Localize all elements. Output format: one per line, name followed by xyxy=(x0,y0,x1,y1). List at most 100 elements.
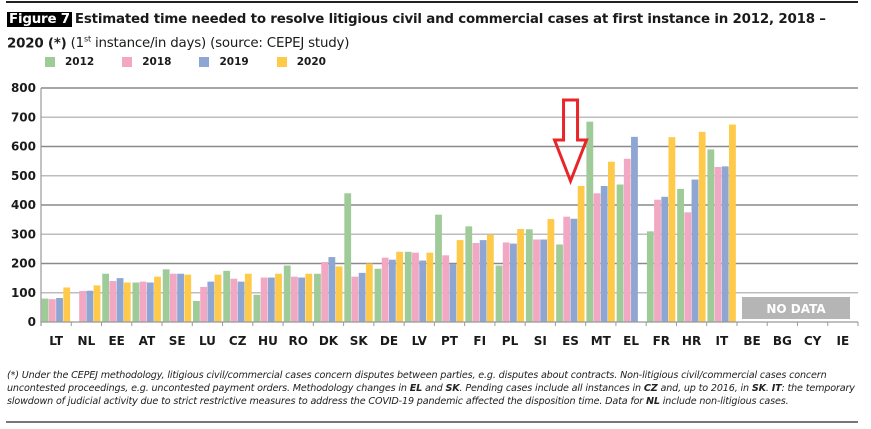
x-tick-label: MT xyxy=(591,334,612,348)
figure-label: Figure 7 xyxy=(7,12,72,27)
bar-FI-2012 xyxy=(465,226,473,322)
bar-IT-2020 xyxy=(729,124,736,322)
no-data-label: NO DATA xyxy=(766,302,826,316)
bar-SI-2020 xyxy=(547,219,555,322)
x-tick-label: LU xyxy=(199,334,216,348)
bar-FI-2018 xyxy=(472,243,480,322)
bar-PT-2018 xyxy=(442,255,450,322)
bar-HU-2019 xyxy=(267,277,275,322)
bar-NL-2018 xyxy=(79,290,86,322)
y-tick-label: 400 xyxy=(11,198,36,212)
footnote-bold: IT xyxy=(771,383,782,394)
x-tick-label: HR xyxy=(682,334,701,348)
legend-label-2012: 2012 xyxy=(65,56,95,68)
bar-PT-2019 xyxy=(449,264,457,322)
bars xyxy=(41,121,736,322)
x-tick-label: CY xyxy=(804,334,822,348)
bar-SE-2019 xyxy=(177,273,184,322)
bar-ES-2020 xyxy=(577,185,585,322)
bar-NL-2019 xyxy=(86,290,94,322)
bar-chart: 0 100 200 300 400 500 600 700 800 LT NL EE AT SE LU CZ… xyxy=(11,81,859,348)
footnote-text: and xyxy=(422,383,446,394)
bar-EE-2012 xyxy=(102,273,110,322)
bar-NL-2020 xyxy=(93,285,101,322)
bar-IT-2012 xyxy=(707,149,715,322)
bar-CZ-2018 xyxy=(230,278,238,322)
x-tick-label: FR xyxy=(653,334,670,348)
y-tick-label: 700 xyxy=(11,110,36,124)
x-tick-label: SE xyxy=(169,334,186,348)
legend-label-2020: 2020 xyxy=(296,56,326,68)
bar-CZ-2012 xyxy=(223,270,231,322)
title-sub-post: instance/in days) (source: CEPEJ study) xyxy=(90,36,350,52)
bar-EL-2019 xyxy=(631,136,638,322)
title-main: Estimated time needed to resolve litigio… xyxy=(7,12,826,52)
footnote-text: . xyxy=(765,383,772,394)
x-tick-label: LT xyxy=(49,334,64,348)
bar-LU-2019 xyxy=(207,281,215,322)
title-sub-pre: (1 xyxy=(66,36,85,52)
footnote-bold: SK xyxy=(445,383,460,394)
footnote-bold: NL xyxy=(646,396,660,407)
bar-SE-2012 xyxy=(162,269,170,322)
x-tick-label: IT xyxy=(716,334,729,348)
bar-FR-2019 xyxy=(661,196,669,322)
x-tick-label: EE xyxy=(108,334,124,348)
bar-DK-2019 xyxy=(328,257,336,322)
legend-item-2018: 2018 xyxy=(122,56,171,68)
footnote-text: include non-litigious cases. xyxy=(659,396,789,407)
bar-DE-2012 xyxy=(374,268,382,322)
top-rule xyxy=(6,1,858,3)
bar-LV-2019 xyxy=(419,260,427,322)
bar-LT-2019 xyxy=(56,298,63,322)
y-tick-label: 200 xyxy=(11,257,36,271)
bar-HR-2020 xyxy=(698,131,706,322)
footnote-text: and, up to 2016, in xyxy=(657,383,752,394)
x-tick-label: EL xyxy=(623,334,639,348)
no-data-box: NO DATA xyxy=(741,297,850,319)
bar-IT-2019 xyxy=(721,166,729,322)
bar-FR-2018 xyxy=(654,199,661,322)
x-tick-label: SI xyxy=(534,334,547,348)
bar-FR-2012 xyxy=(646,231,654,322)
bar-DK-2020 xyxy=(335,266,343,322)
bar-EE-2018 xyxy=(109,281,117,322)
legend-swatch-2020 xyxy=(276,57,287,67)
bar-LV-2018 xyxy=(412,252,419,322)
bar-LU-2012 xyxy=(193,300,200,322)
bar-DK-2018 xyxy=(321,262,329,322)
x-tick-label: BG xyxy=(773,334,792,348)
x-tick-label: NL xyxy=(78,334,96,348)
bar-CZ-2020 xyxy=(244,273,252,322)
axes xyxy=(40,88,859,326)
bar-ES-2019 xyxy=(570,218,578,322)
y-tick-label: 0 xyxy=(28,315,36,329)
bar-CZ-2019 xyxy=(237,281,245,322)
bar-FI-2019 xyxy=(479,240,487,322)
bar-ES-2012 xyxy=(556,244,563,322)
x-tick-label: DE xyxy=(380,334,398,348)
bar-HR-2019 xyxy=(691,179,699,322)
bar-PT-2012 xyxy=(435,214,442,322)
bar-MT-2012 xyxy=(586,121,594,322)
title-sub: (1st instance/in days) (source: CEPEJ st… xyxy=(66,35,350,52)
bar-LV-2020 xyxy=(426,252,434,322)
bar-EL-2012 xyxy=(616,184,624,322)
bar-SK-2012 xyxy=(344,193,352,322)
bar-HU-2018 xyxy=(260,277,268,322)
bottom-rule xyxy=(6,421,858,423)
x-tick-label: PT xyxy=(441,334,459,348)
y-axis-ticks: 0 100 200 300 400 500 600 700 800 xyxy=(11,81,36,329)
legend-swatch-2012 xyxy=(45,57,55,67)
bar-SE-2018 xyxy=(169,273,177,322)
y-tick-label: 100 xyxy=(11,286,36,300)
bar-HR-2012 xyxy=(677,188,684,322)
x-tick-label: BE xyxy=(743,334,760,348)
x-tick-label: HU xyxy=(258,334,278,348)
bar-DE-2018 xyxy=(381,257,389,322)
bar-LT-2020 xyxy=(63,287,71,322)
x-tick-label: FI xyxy=(473,334,486,348)
legend-item-2020: 2020 xyxy=(276,56,326,68)
bar-EL-2018 xyxy=(623,158,631,322)
legend-swatch-2019 xyxy=(199,57,210,67)
